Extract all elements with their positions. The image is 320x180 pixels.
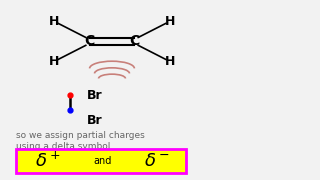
- Text: so we assign partial charges: so we assign partial charges: [16, 131, 145, 140]
- Text: C: C: [129, 34, 140, 48]
- Text: H: H: [164, 55, 175, 68]
- Text: Br: Br: [86, 114, 102, 127]
- Text: H: H: [49, 15, 60, 28]
- FancyBboxPatch shape: [16, 148, 186, 173]
- Text: and: and: [93, 156, 112, 166]
- Text: H: H: [49, 55, 60, 68]
- Text: H: H: [164, 15, 175, 28]
- Text: $\delta^+$: $\delta^+$: [35, 151, 61, 170]
- Text: using a delta symbol: using a delta symbol: [16, 142, 110, 151]
- Text: C: C: [84, 34, 95, 48]
- Text: $\delta^-$: $\delta^-$: [144, 152, 170, 170]
- Text: Br: Br: [86, 89, 102, 102]
